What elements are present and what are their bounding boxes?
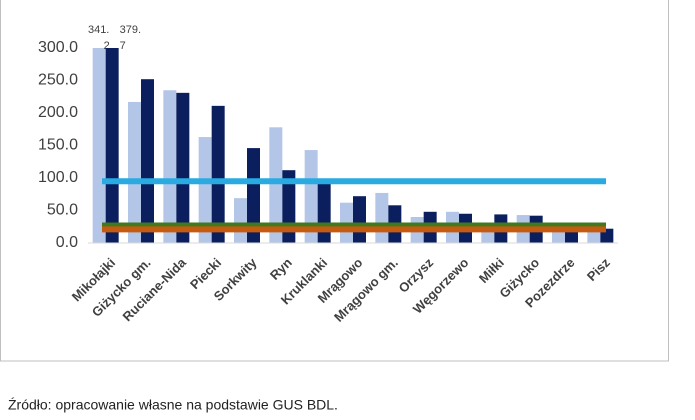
y-tick-label: 100.0 [38,169,78,186]
data-label: 341. 2 [88,24,110,52]
bar [211,105,225,243]
bar [92,48,106,243]
y-tick-label: 200.0 [38,104,78,121]
data-label: 379. 7 [120,24,141,52]
y-tick-label: 250.0 [38,72,78,89]
bar [552,230,565,243]
data-label-part: 379. [120,24,141,36]
y-tick-label: 300.0 [38,39,78,56]
bar [247,148,260,243]
x-tick-label: Ryn [267,255,295,283]
y-tick-label: 150.0 [38,137,78,154]
data-label-part: 7 [120,40,126,52]
x-tick-label: Ruciane-Nida [120,254,190,324]
frame [0,0,669,362]
source-note: Źródło: opracowanie własne na podstawie … [8,397,338,413]
data-label-part: 341. [88,24,109,36]
bar [198,137,212,243]
bar [269,127,283,243]
bar [141,79,154,243]
bar [105,48,119,243]
y-tick-label: 0.0 [56,234,78,251]
y-tick-label: 50.0 [47,202,78,219]
x-tick-label: Miłki [476,255,507,286]
data-label-part: 2 [104,40,110,52]
bar [234,198,247,243]
bar [163,90,177,243]
x-tick-label: Pisz [584,255,613,284]
bar [353,196,366,243]
bar [304,150,318,243]
bar [317,183,331,243]
bar [375,192,389,243]
x-tick-label: Mrągowo gm. [331,255,401,325]
bar [176,92,190,243]
bar [128,101,141,243]
